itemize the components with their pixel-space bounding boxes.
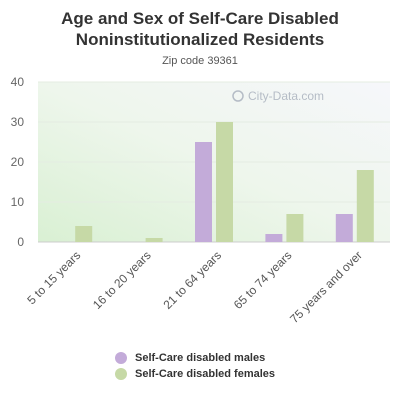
chart-subtitle: Zip code 39361 [162,55,238,67]
bar-males-4[interactable] [335,214,353,242]
bar-females-0[interactable] [75,226,93,242]
watermark-text: City-Data.com [248,89,324,103]
y-tick-label: 40 [11,75,25,89]
chart-title-line-2: Noninstitutionalized Residents [75,30,325,49]
legend-swatch-females [115,368,127,380]
legend-label-females: Self-Care disabled females [135,368,276,380]
chart-title-line-1: Age and Sex of Self-Care Disabled [61,9,339,28]
x-tick-label: 75 years and over [287,248,365,326]
y-tick-label: 10 [11,195,25,209]
watermark-icon [232,90,244,102]
legend-item-females: Self-Care disabled females [115,366,275,382]
y-tick-label: 30 [11,115,25,129]
legend-swatch-males [115,352,127,364]
bar-females-2[interactable] [216,122,233,242]
legend-item-males: Self-Care disabled males [115,350,275,366]
x-tick-label: 65 to 74 years [231,248,295,312]
legend-label-males: Self-Care disabled males [135,352,266,364]
y-tick-label: 20 [11,155,25,169]
chart-title: Age and Sex of Self-Care Disabled Nonins… [0,8,400,50]
bar-males-2[interactable] [195,142,212,242]
bar-females-3[interactable] [286,214,304,242]
legend: Self-Care disabled males Self-Care disab… [115,350,275,382]
bar-females-4[interactable] [356,170,374,242]
watermark: City-Data.com [232,89,324,103]
x-tick-label: 5 to 15 years [24,248,83,307]
bar-females-1[interactable] [145,238,163,242]
x-tick-label: 16 to 20 years [90,248,154,312]
bar-males-3[interactable] [265,234,283,242]
y-tick-label: 0 [17,235,24,249]
x-tick-label: 21 to 64 years [160,248,224,312]
